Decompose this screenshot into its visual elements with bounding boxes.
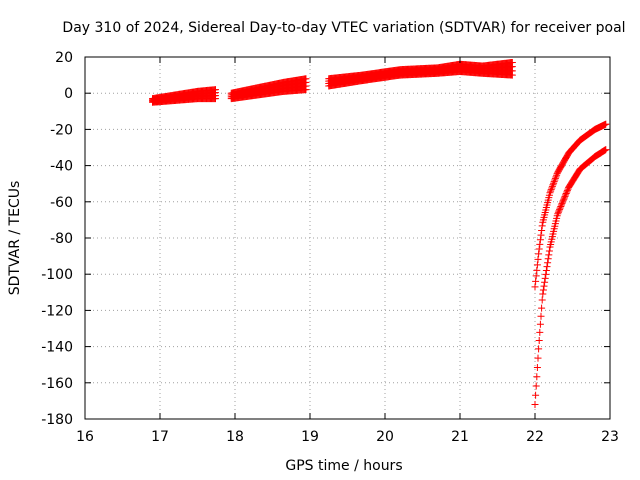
data-point — [532, 283, 539, 290]
data-point — [538, 227, 545, 234]
x-axis-label: GPS time / hours — [285, 458, 402, 474]
data-point — [546, 247, 553, 254]
y-tick-label: -80 — [50, 231, 73, 247]
data-point — [536, 241, 543, 248]
data-point — [550, 180, 557, 187]
data-point — [543, 267, 550, 274]
data-point — [540, 287, 547, 294]
data-point — [532, 278, 539, 285]
data-point — [535, 355, 542, 362]
data-point — [533, 267, 540, 274]
data-point — [548, 184, 555, 191]
y-tick-label: -180 — [41, 412, 73, 428]
x-tick-label: 19 — [301, 429, 319, 445]
data-point — [533, 272, 540, 279]
plot-border — [85, 57, 610, 419]
data-point — [542, 275, 549, 282]
x-tick-label: 16 — [76, 429, 94, 445]
data-point — [547, 188, 554, 195]
data-point — [545, 255, 552, 262]
y-tick-label: -20 — [50, 122, 73, 138]
y-tick-label: -140 — [41, 340, 73, 356]
x-tick-label: 18 — [226, 429, 244, 445]
axis-ticks: 16 17 18 19 20 21 22 23 20 0 -20 -40 -60 -80 -100 -120 -… — [41, 50, 619, 445]
data-point — [537, 321, 544, 328]
x-tick-label: 22 — [526, 429, 544, 445]
data-point — [539, 296, 546, 303]
data-point — [538, 305, 545, 312]
data-point — [532, 392, 539, 399]
data-point — [551, 177, 558, 184]
data-point — [538, 232, 545, 239]
y-tick-label: 0 — [64, 86, 73, 102]
data-point — [551, 178, 558, 185]
data-point — [544, 263, 551, 270]
data-point — [533, 382, 540, 389]
x-tick-label: 20 — [376, 429, 394, 445]
data-point — [549, 183, 556, 190]
y-tick-label: -60 — [50, 195, 73, 211]
data-point — [544, 259, 551, 266]
data-point — [537, 236, 544, 243]
data-point — [535, 256, 542, 263]
data-point — [541, 279, 548, 286]
data-point — [548, 186, 555, 193]
data-point — [545, 251, 552, 258]
grid — [85, 57, 610, 419]
data-points — [149, 59, 609, 408]
y-axis-label: SDTVAR / TECUs — [7, 181, 23, 296]
data-point — [536, 337, 543, 344]
data-point — [552, 175, 559, 182]
x-tick-label: 23 — [601, 429, 619, 445]
x-tick-label: 17 — [151, 429, 169, 445]
y-tick-label: -120 — [41, 303, 73, 319]
data-point — [538, 313, 545, 320]
data-point — [536, 246, 543, 253]
x-tick-label: 21 — [451, 429, 469, 445]
data-point — [539, 222, 546, 229]
y-tick-label: -40 — [50, 159, 73, 175]
data-point — [533, 373, 540, 380]
data-point — [541, 283, 548, 290]
data-point — [532, 401, 539, 408]
y-tick-label: -100 — [41, 267, 73, 283]
sdtvar-chart: Day 310 of 2024, Sidereal Day-to-day VTE… — [0, 0, 640, 480]
data-point — [542, 271, 549, 278]
y-tick-label: 20 — [55, 50, 73, 66]
data-point — [534, 261, 541, 268]
data-point — [539, 290, 546, 297]
y-tick-label: -160 — [41, 376, 73, 392]
data-point — [535, 250, 542, 257]
data-point — [550, 181, 557, 188]
chart-title: Day 310 of 2024, Sidereal Day-to-day VTE… — [62, 20, 625, 36]
data-point — [536, 329, 543, 336]
